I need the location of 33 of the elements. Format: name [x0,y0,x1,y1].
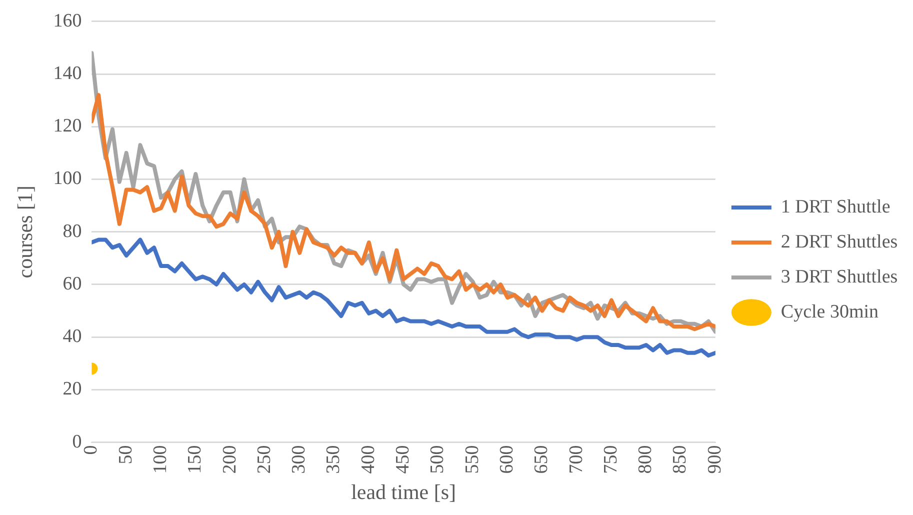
x-tick-label: 150 [184,445,206,474]
x-tick-label: 400 [358,445,379,474]
y-tick-label: 100 [53,168,82,190]
y-axis-title: courses [1] [13,185,38,278]
legend-label: 3 DRT Shuttles [780,266,898,288]
y-tick-label: 160 [53,10,82,32]
x-tick-label: 50 [115,445,136,464]
x-tick-label: 700 [566,445,587,474]
x-tick-label: 350 [323,445,344,474]
y-tick-label: 140 [53,62,82,84]
legend-label: Cycle 30min [780,301,880,322]
y-tick-label: 80 [62,220,82,242]
y-tick-label: 120 [53,116,82,137]
x-tick-label: 300 [288,445,310,474]
y-tick-label: 20 [62,378,82,400]
x-tick-label: 200 [219,445,240,474]
x-tick-label: 550 [462,445,483,474]
x-tick-label: 800 [635,445,656,474]
x-tick-label: 650 [531,445,552,474]
x-tick-label: 750 [600,445,622,474]
legend-label: 2 DRT Shuttles [780,231,898,252]
x-axis-title: lead time [s] [351,480,456,504]
x-tick-label: 900 [704,445,726,474]
x-tick-label: 450 [392,445,414,474]
y-tick-label: 40 [62,326,82,348]
x-tick-label: 850 [670,445,691,474]
x-tick-label: 250 [254,445,275,474]
x-tick-label: 100 [150,445,171,474]
y-tick-label: 60 [62,273,82,294]
x-tick-label: 0 [80,445,102,455]
x-tick-label: 500 [427,445,448,474]
legend-label: 1 DRT Shuttle [780,196,890,218]
x-tick-label: 600 [496,445,518,474]
